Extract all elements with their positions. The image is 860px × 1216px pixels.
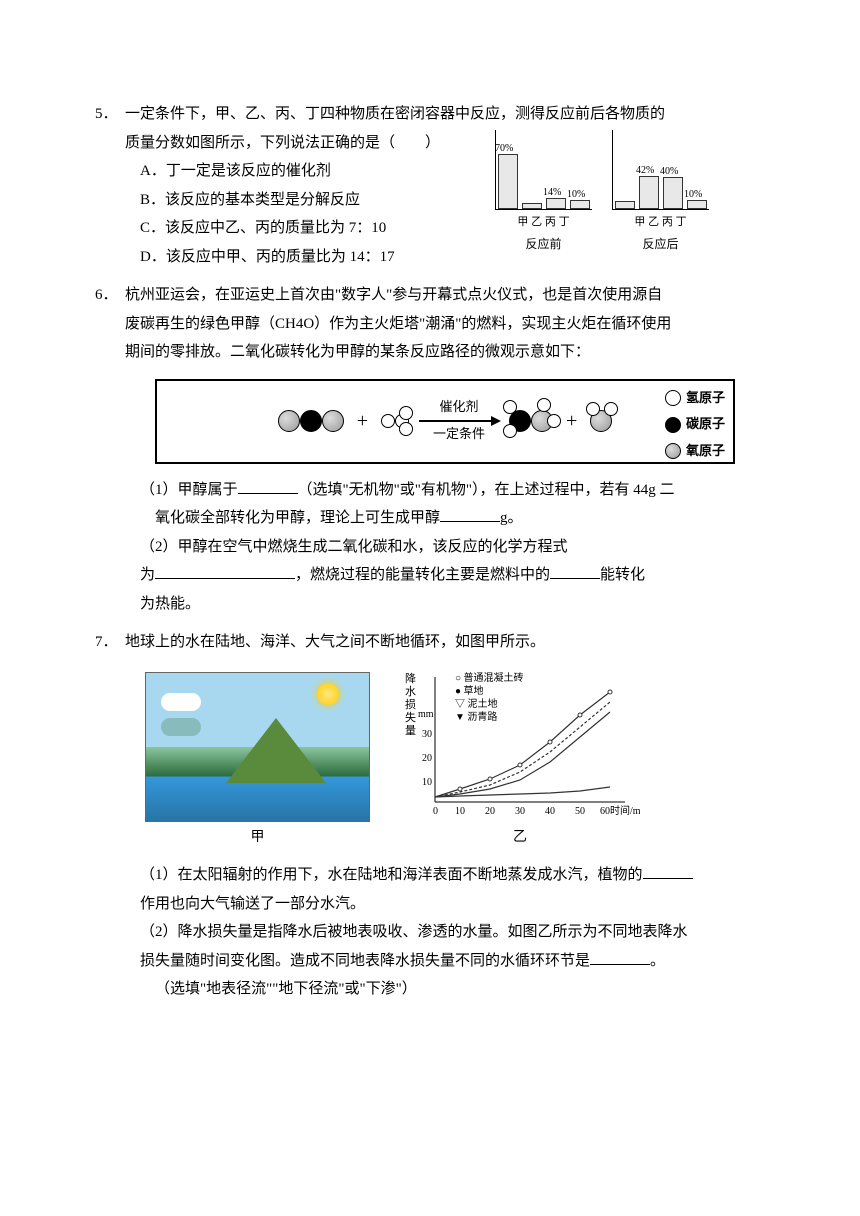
- blank-input[interactable]: [590, 947, 650, 965]
- q6-sub1: （1）甲醇属于（选填"无机物"或"有机物"），在上述过程中，若有 44g 二: [125, 476, 765, 505]
- svg-text:mm: mm: [418, 709, 434, 720]
- q7-sub2: （2）降水损失量是指降水后被地表吸收、渗透的水量。如图乙所示为不同地表降水: [125, 918, 765, 947]
- q5-bar-charts: 70% 14% 10% 甲 乙 丙 丁 反应前 42% 40% 10% 甲 乙 …: [495, 130, 775, 240]
- q6-sub1-cont: 氧化碳全部转化为甲醇，理论上可生成甲醇g。: [125, 504, 765, 533]
- chart-before: 70% 14% 10% 甲 乙 丙 丁 反应前: [495, 130, 592, 256]
- q6-sub2-end: 为热能。: [125, 590, 765, 619]
- blank-input[interactable]: [643, 861, 693, 879]
- svg-text:降: 降: [405, 671, 416, 685]
- question-5: 5． 一定条件下，甲、乙、丙、丁四种物质在密闭容器中反应，测得反应前后各物质的 …: [95, 100, 765, 271]
- svg-text:20: 20: [422, 753, 432, 764]
- water-cycle-diagram: [145, 672, 370, 822]
- precipitation-chart: 10 20 30 01020 304050 60时间/min 降水损 失量mm …: [400, 667, 640, 822]
- ch4o-molecule: [509, 410, 553, 432]
- q7-sub2-end: （选填"地表径流""地下径流"或"下渗"）: [125, 975, 765, 1004]
- q7-sub2-cont: 损失量随时间变化图。造成不同地表降水损失量不同的水循环环节是。: [125, 947, 765, 976]
- chart-legend: ○ 普通混凝土砖 ● 草地 ▽ 泥土地 ▼ 沥青路: [455, 672, 524, 724]
- svg-text:30: 30: [515, 806, 525, 817]
- blank-input[interactable]: [440, 504, 500, 522]
- q6-stem-p1: 杭州亚运会，在亚运史上首次由"数字人"参与开幕式点火仪式，也是首次使用源自: [125, 281, 765, 310]
- q7-stem: 地球上的水在陆地、海洋、大气之间不断地循环，如图甲所示。: [125, 628, 765, 657]
- cloud-icon: [161, 693, 201, 711]
- h2-molecule: [381, 414, 409, 428]
- q7-sub1: （1）在太阳辐射的作用下，水在陆地和海洋表面不断地蒸发成水汽，植物的: [125, 861, 765, 890]
- q6-sub2-cont: 为，燃烧过程的能量转化主要是燃料中的能转化: [125, 561, 765, 590]
- rain-cloud-icon: [161, 718, 201, 736]
- svg-text:30: 30: [422, 729, 432, 740]
- plus-icon: +: [566, 402, 577, 440]
- svg-text:60时间/min: 60时间/min: [600, 804, 640, 817]
- blank-input[interactable]: [238, 476, 298, 494]
- water-cycle-figure: 甲: [145, 672, 370, 852]
- reaction-arrow: 催化剂 一定条件: [419, 395, 499, 446]
- q6-sub2: （2）甲醇在空气中燃烧生成二氧化碳和水，该反应的化学方程式: [125, 533, 765, 562]
- svg-text:0: 0: [433, 806, 438, 817]
- q6-number: 6．: [95, 281, 118, 310]
- chart-after: 42% 40% 10% 甲 乙 丙 丁 反应后: [612, 130, 709, 256]
- q5-number: 5．: [95, 100, 118, 129]
- svg-text:损: 损: [405, 697, 416, 711]
- q7-sub1-cont: 作用也向大气输送了一部分水汽。: [125, 890, 765, 919]
- co2-molecule: [278, 410, 344, 432]
- svg-text:10: 10: [455, 806, 465, 817]
- q6-stem-p3: 期间的零排放。二氧化碳转化为甲醇的某条反应路径的微观示意如下：: [125, 338, 765, 367]
- mountain-icon: [226, 718, 326, 783]
- q6-stem-p2: 废碳再生的绿色甲醇（CH4O）作为主火炬塔"潮涌"的燃料，实现主火炬在循环使用: [125, 310, 765, 339]
- svg-text:量: 量: [405, 724, 416, 737]
- q6-text: 6． 杭州亚运会，在亚运史上首次由"数字人"参与开幕式点火仪式，也是首次使用源自…: [95, 281, 765, 618]
- plus-icon: +: [357, 402, 368, 440]
- q7-number: 7．: [95, 628, 118, 657]
- svg-text:水: 水: [405, 685, 416, 698]
- q7-text: 7． 地球上的水在陆地、海洋、大气之间不断地循环，如图甲所示。 甲: [95, 628, 765, 1004]
- question-7: 7． 地球上的水在陆地、海洋、大气之间不断地循环，如图甲所示。 甲: [95, 628, 765, 1004]
- reaction-diagram: + 催化剂 一定条件 +: [155, 379, 735, 464]
- svg-text:失: 失: [405, 711, 416, 724]
- h2o-molecule: [590, 410, 612, 432]
- blank-input[interactable]: [550, 561, 600, 579]
- question-6: 6． 杭州亚运会，在亚运史上首次由"数字人"参与开幕式点火仪式，也是首次使用源自…: [95, 281, 765, 618]
- atom-legend: 氢原子 碳原子 氧原子: [665, 386, 725, 466]
- svg-text:10: 10: [422, 777, 432, 788]
- line-chart-figure: 10 20 30 01020 304050 60时间/min 降水损 失量mm …: [400, 667, 640, 852]
- svg-text:50: 50: [575, 806, 585, 817]
- sun-icon: [317, 683, 339, 705]
- blank-input[interactable]: [155, 561, 295, 579]
- q5-stem-line1: 一定条件下，甲、乙、丙、丁四种物质在密闭容器中反应，测得反应前后各物质的: [125, 100, 765, 129]
- q7-figures: 甲 10 20 30 0 10: [145, 667, 765, 852]
- svg-text:20: 20: [485, 806, 495, 817]
- svg-text:40: 40: [545, 806, 555, 817]
